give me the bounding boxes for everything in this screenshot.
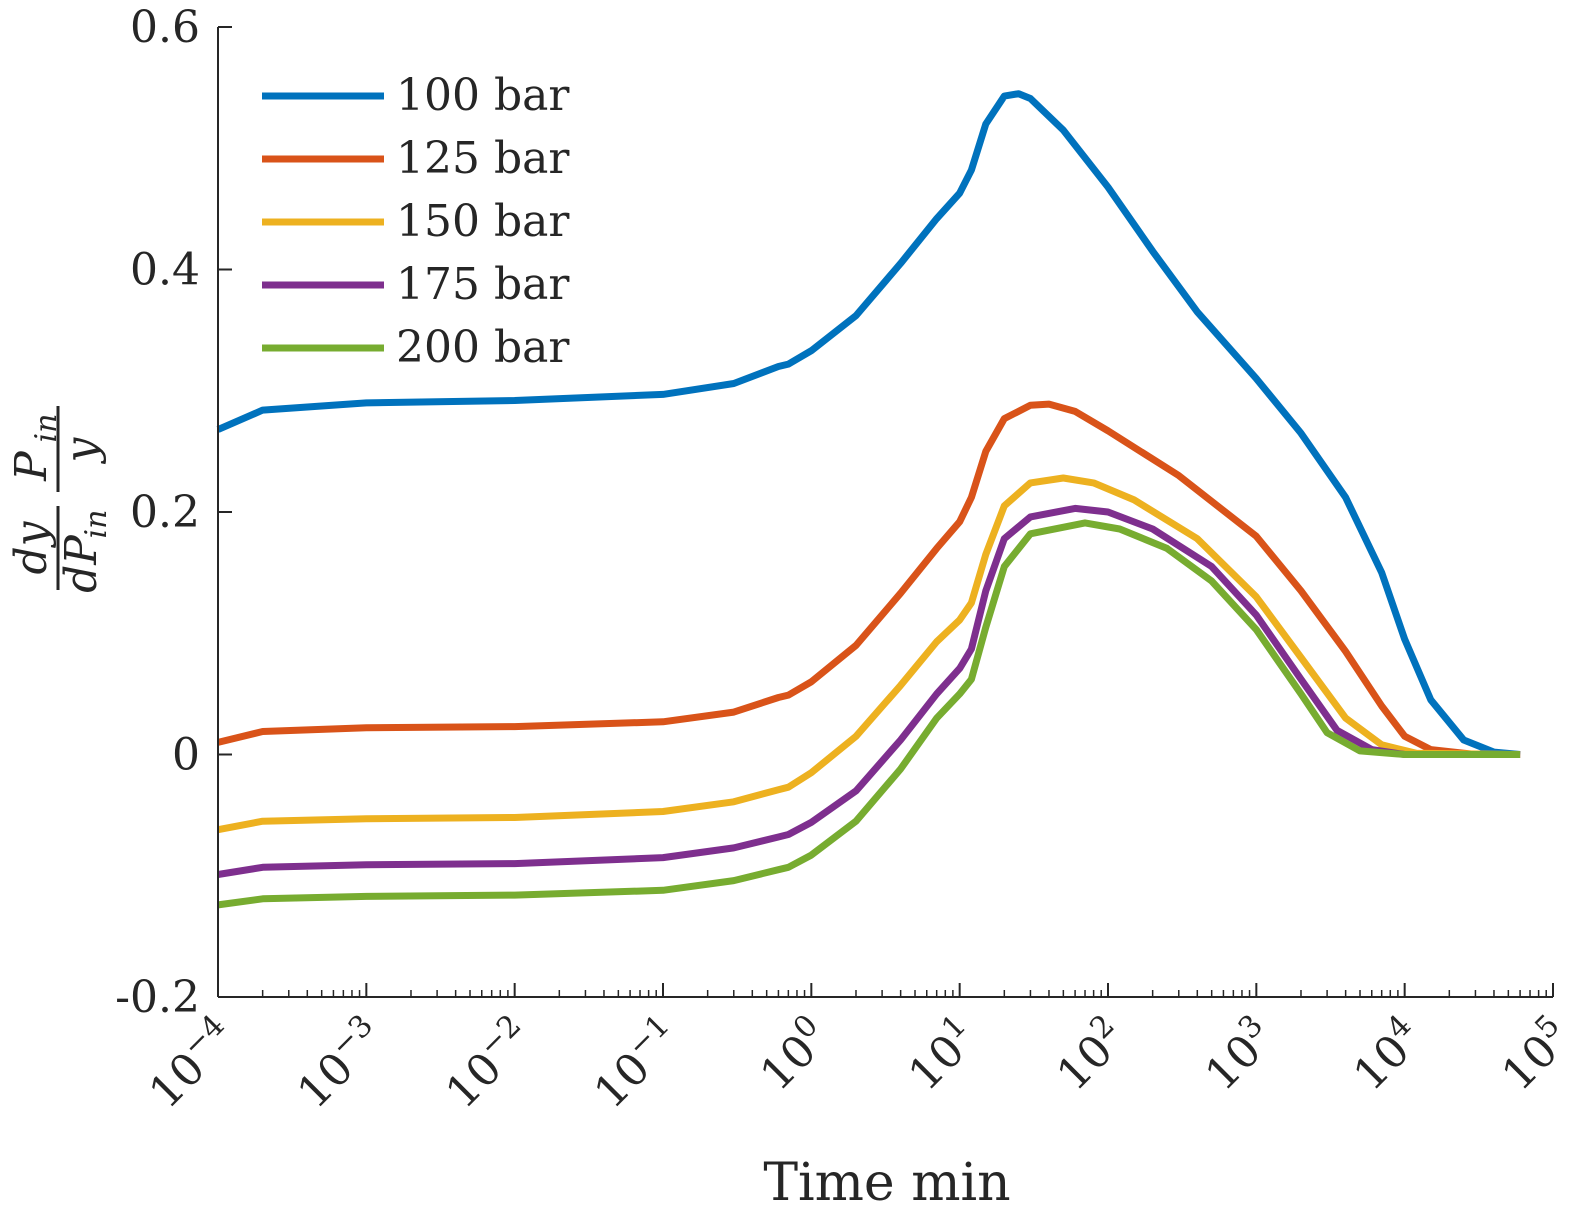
y-tick-label: 0.4	[130, 245, 200, 296]
y-label-den-right: y	[56, 436, 107, 464]
series-layer	[216, 90, 1521, 909]
series-line-5	[217, 519, 1521, 909]
series-line-1	[216, 90, 1521, 758]
series-line-4	[217, 504, 1521, 878]
y-label-num-right: P	[6, 450, 57, 482]
y-tick-label: 0.6	[130, 2, 200, 53]
series-line-3	[217, 474, 1521, 834]
y-tick-label: -0.2	[115, 972, 200, 1023]
legend-label-5: 200 bar	[396, 322, 570, 373]
legend-label-1: 100 bar	[396, 70, 570, 121]
y-label-den-left: dP	[56, 534, 107, 593]
legend: 100 bar 125 bar 150 bar 175 bar 200 bar	[262, 70, 570, 373]
series-line-2	[217, 400, 1521, 758]
legend-label-4: 175 bar	[396, 259, 570, 310]
y-label-den-left-sub: in	[79, 510, 114, 539]
legend-label-3: 150 bar	[396, 196, 570, 247]
y-tick-label: 0.2	[130, 487, 200, 538]
y-axis-title: dy dP in P in y	[6, 406, 114, 593]
y-tick-label: 0	[172, 730, 200, 781]
legend-label-2: 125 bar	[396, 133, 570, 184]
y-label-num-left: dy	[6, 520, 57, 574]
x-axis-title: Time min	[763, 1153, 1010, 1213]
